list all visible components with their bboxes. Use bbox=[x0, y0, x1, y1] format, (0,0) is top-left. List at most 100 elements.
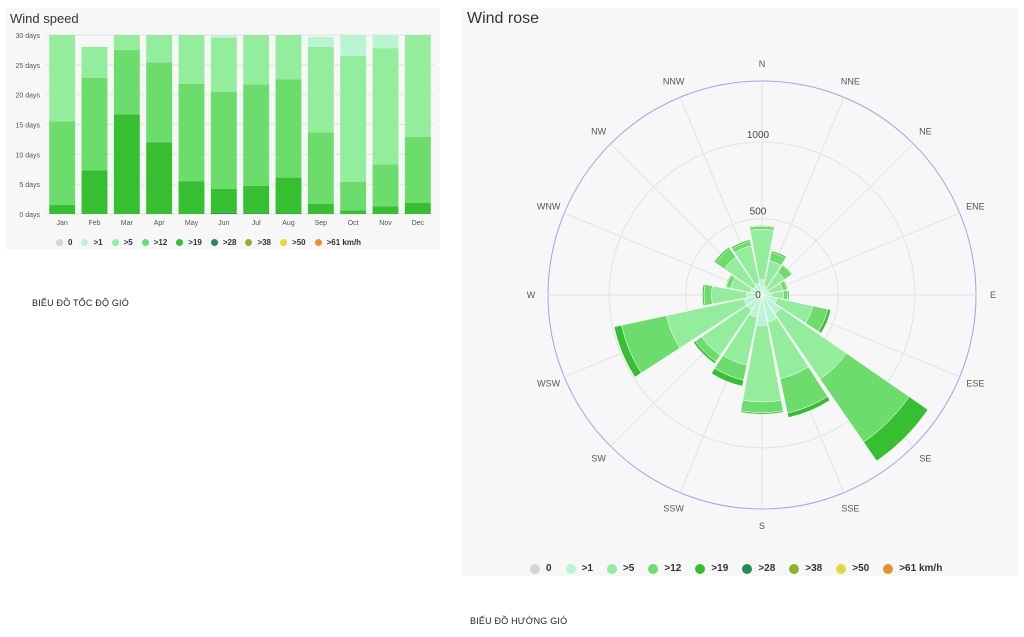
rose-wedge[interactable] bbox=[818, 308, 832, 334]
bar-segment[interactable] bbox=[307, 203, 334, 214]
bar-segment[interactable] bbox=[146, 142, 173, 214]
bar-segment[interactable] bbox=[275, 177, 302, 214]
bar-segment[interactable] bbox=[178, 35, 205, 84]
bar-segment[interactable] bbox=[113, 35, 140, 50]
x-tick-label: May bbox=[185, 220, 199, 227]
legend-item[interactable]: >19 bbox=[176, 238, 202, 247]
bar-segment[interactable] bbox=[275, 79, 302, 178]
bar-segment[interactable] bbox=[210, 212, 237, 214]
direction-label: WSW bbox=[537, 378, 560, 388]
legend-item[interactable]: >1 bbox=[81, 238, 103, 247]
bar-segment[interactable] bbox=[210, 188, 237, 213]
bar-segment[interactable] bbox=[307, 132, 334, 204]
legend-item[interactable]: >61 km/h bbox=[314, 238, 362, 247]
bar-segment[interactable] bbox=[340, 55, 367, 182]
bar-segment[interactable] bbox=[340, 35, 367, 56]
legend-item[interactable]: >50 bbox=[836, 563, 869, 574]
bar-segment[interactable] bbox=[243, 84, 270, 186]
rose-wedge[interactable] bbox=[782, 264, 793, 275]
rose-wedge[interactable] bbox=[613, 324, 642, 378]
y-tick-label: 5 days bbox=[19, 182, 40, 189]
legend-item[interactable]: >50 bbox=[280, 238, 306, 247]
bar-segment[interactable] bbox=[372, 48, 399, 165]
bar-segment[interactable] bbox=[113, 114, 140, 214]
rose-wedge[interactable] bbox=[740, 410, 784, 415]
bar-segment[interactable] bbox=[243, 35, 270, 85]
x-tick-label: Jan bbox=[57, 220, 68, 227]
bar-segment[interactable] bbox=[178, 181, 205, 214]
y-tick-label: 25 days bbox=[15, 63, 40, 70]
x-tick-label: Aug bbox=[282, 220, 295, 227]
legend-item[interactable]: >38 bbox=[245, 238, 271, 247]
rose-wedge[interactable] bbox=[702, 283, 706, 307]
legend-item[interactable]: >5 bbox=[111, 238, 133, 247]
bar-segment[interactable] bbox=[340, 210, 367, 214]
legend-item[interactable]: >12 bbox=[648, 563, 681, 574]
rose-wedge[interactable] bbox=[783, 280, 789, 290]
legend-dot-icon bbox=[883, 563, 894, 574]
bar-segment[interactable] bbox=[210, 37, 237, 92]
bar-segment[interactable] bbox=[275, 35, 302, 80]
legend-dot-icon bbox=[530, 563, 540, 574]
legend-label: >28 bbox=[222, 238, 237, 247]
bar-segment[interactable] bbox=[49, 121, 76, 206]
x-tick-label: Oct bbox=[348, 220, 359, 227]
bar-segment[interactable] bbox=[49, 35, 76, 122]
legend-label: >19 bbox=[188, 238, 202, 247]
bar-segment[interactable] bbox=[404, 35, 431, 138]
bar-segment[interactable] bbox=[81, 46, 108, 78]
bar-segment[interactable] bbox=[307, 36, 334, 47]
rose-wedge[interactable] bbox=[740, 399, 784, 413]
legend-item[interactable]: >38 bbox=[789, 563, 822, 574]
legend-label: >5 bbox=[123, 238, 133, 247]
legend-item[interactable]: >28 bbox=[742, 563, 775, 574]
legend-item[interactable]: 0 bbox=[530, 563, 552, 574]
legend-item[interactable]: >1 bbox=[565, 563, 593, 574]
bar-segment[interactable] bbox=[210, 35, 237, 38]
bar-segment[interactable] bbox=[146, 35, 173, 63]
bar-segment[interactable] bbox=[49, 205, 76, 214]
legend-item[interactable]: >5 bbox=[606, 563, 634, 574]
bar-segment[interactable] bbox=[307, 46, 334, 133]
rose-wedge[interactable] bbox=[725, 274, 732, 288]
wind-speed-caption: BIỂU ĐỒ TỐC ĐỘ GIÓ bbox=[32, 298, 129, 308]
y-tick-label: 15 days bbox=[15, 123, 40, 130]
rose-wedge[interactable] bbox=[711, 367, 744, 387]
bar-segment[interactable] bbox=[372, 164, 399, 207]
direction-label: W bbox=[527, 290, 536, 300]
rose-wedge[interactable] bbox=[770, 250, 787, 259]
bar-segment[interactable] bbox=[81, 77, 108, 171]
rose-wedge[interactable] bbox=[693, 340, 717, 364]
bar-segment[interactable] bbox=[210, 91, 237, 189]
direction-label: SSW bbox=[663, 503, 684, 513]
legend-item[interactable]: >19 bbox=[695, 563, 728, 574]
legend-label: >1 bbox=[581, 563, 593, 574]
rose-wedge[interactable] bbox=[730, 239, 751, 250]
legend-item[interactable]: >28 bbox=[210, 238, 237, 247]
bar-segment[interactable] bbox=[404, 202, 431, 214]
rose-wedge[interactable] bbox=[713, 246, 731, 264]
bar-segment[interactable] bbox=[81, 170, 108, 214]
legend-item[interactable]: 0 bbox=[56, 238, 72, 247]
bar-segment[interactable] bbox=[113, 49, 140, 115]
rose-wedge[interactable] bbox=[787, 289, 790, 301]
bar-segment[interactable] bbox=[372, 206, 399, 214]
rose-wedge[interactable] bbox=[703, 284, 713, 306]
bar-segment[interactable] bbox=[275, 213, 302, 214]
bar-segment[interactable] bbox=[243, 185, 270, 214]
rose-wedge[interactable] bbox=[787, 396, 831, 418]
bar-segment[interactable] bbox=[178, 83, 205, 182]
wind-speed-chart: Wind speed 0 days 5 days 10 days 15 days 20 … bbox=[6, 8, 440, 249]
rose-wedge[interactable] bbox=[749, 225, 775, 228]
legend-item[interactable]: >12 bbox=[141, 238, 167, 247]
rose-wedge[interactable] bbox=[782, 290, 789, 300]
rose-wedge[interactable] bbox=[863, 396, 929, 462]
bar-segment[interactable] bbox=[340, 181, 367, 211]
bar-segment[interactable] bbox=[146, 62, 173, 143]
bar-segment[interactable] bbox=[372, 35, 399, 49]
legend-item[interactable]: >61 km/h bbox=[883, 563, 942, 574]
legend-label: >61 km/h bbox=[326, 238, 362, 247]
legend-dot-icon bbox=[314, 239, 322, 246]
bar-segment[interactable] bbox=[404, 137, 431, 203]
bar-segment[interactable] bbox=[243, 213, 270, 214]
